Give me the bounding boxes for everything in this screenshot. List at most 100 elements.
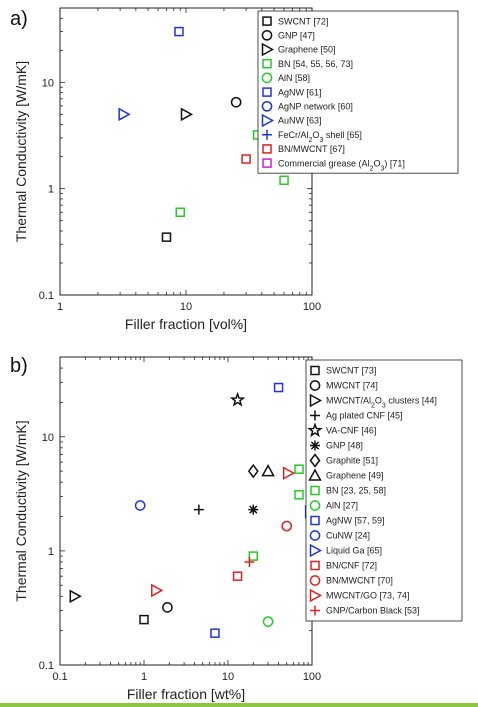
y-tick-label: 1 [48,546,54,558]
data-point-triangle-right [180,107,194,122]
legend-entry-label: AgNW [57, 59] [326,516,385,526]
legend-marker-square [310,515,320,526]
y-axis-label: Thermal Conductivity [W/mK] [13,420,29,601]
legend-entry-label: BN/MWCNT [70] [326,576,393,586]
legend-entry-label: BN [23, 25, 58] [326,486,386,496]
legend-marker-triangle-up [308,468,322,481]
data-point-triangle-right [151,583,164,598]
legend-marker-triangle-right [309,393,323,408]
data-point-triangle-right [69,589,82,604]
data-point-circle [134,500,146,511]
legend-entry-label: MWCNT/GO [73, 74] [326,591,410,601]
legend-entry-label: VA-CNF [46] [326,426,376,436]
x-axis-label: Filler fraction [vol%] [125,316,247,332]
data-point-circle [281,520,293,532]
legend-marker-circle [309,575,321,586]
legend-marker-square [310,365,320,376]
legend-entry-label: Ag plated CNF [45] [326,411,403,421]
legend-marker-triangle-right [261,42,275,57]
legend-entry-label: MWCNT/Al2O3 clusters [44] [326,396,437,410]
x-tick-label: 10 [222,671,234,683]
legend-marker-plus [310,410,320,421]
legend-marker-star [307,422,323,438]
data-point-square [279,175,289,185]
x-tick-label: 100 [303,301,321,313]
data-point-circle [262,616,274,627]
panel-label: b) [10,355,28,377]
data-point-triangle-right [118,107,131,122]
x-tick-label: 1 [57,301,63,313]
legend-marker-circle [309,530,321,541]
x-tick-label: 100 [303,671,321,683]
legend-entry-label: CuNW [24] [326,531,370,541]
legend-marker-circle [309,380,321,391]
legend-marker-square [262,58,272,69]
legend-entry-label: AgNW [61] [278,87,322,97]
y-tick-label: 10 [42,77,54,89]
legend-marker-square [262,87,272,97]
panel-label: a) [10,8,28,30]
legend-entry-label: SWCNT [72] [278,16,328,26]
legend-box [305,359,463,622]
legend-marker-square [262,16,272,26]
data-point-triangle-up [261,464,275,477]
data-point-square [241,154,251,164]
x-tick-label: 0.1 [52,671,67,683]
data-point-square [139,614,149,625]
legend-marker-circle [309,500,321,511]
legend-marker-square [310,485,320,496]
legend-entry-label: Liquid Ga [65] [326,546,382,556]
legend-marker-plus [262,129,272,140]
legend-marker-triangle-right [309,588,323,603]
data-point-square [294,490,304,500]
data-point-square [210,628,220,638]
data-point-square [273,382,284,393]
x-axis-label: Filler fraction [wt%] [127,686,245,702]
legend-marker-triangle-right [309,543,323,558]
y-tick-label: 10 [42,432,54,444]
data-point-asterisk [248,504,259,515]
legend-entry-label: GNP/Carbon Black [53] [326,606,420,616]
legend-marker-triangle-right [261,113,275,128]
legend-marker-square [262,144,272,154]
legend-entry-label: BN/MWCNT [67] [278,144,345,154]
y-tick-label: 1 [48,184,54,196]
legend-entry-label: Graphene [50] [278,45,336,55]
legend-marker-diamond [309,453,321,468]
data-point-square [161,232,172,242]
legend-entry-label: AlN [58] [278,73,310,83]
legend-marker-circle [261,29,273,41]
y-axis-label: Thermal Conductivity [W/mK] [13,61,29,242]
legend-marker-asterisk [310,440,320,451]
legend-entry-label: Graphite [51] [326,456,378,466]
data-point-circle [230,96,242,108]
legend-entry-label: GNP [47] [278,31,315,41]
legend-box [257,10,459,174]
legend-entry-label: GNP [48] [326,441,363,451]
y-tick-label: 0.1 [39,290,54,302]
legend-entry-label: SWCNT [73] [326,366,376,376]
legend-entry-label: BN [54, 55, 56, 73] [278,59,353,69]
data-point-square [294,464,304,474]
x-tick-label: 10 [180,301,192,313]
legend-entry-label: AgNP network [60] [278,102,353,112]
legend-entry-label: AuNW [63] [278,116,322,126]
y-tick-label: 0.1 [39,660,54,672]
legend-marker-square [310,560,320,571]
data-point-triangle-right [282,466,296,480]
data-point-plus [193,504,204,515]
legend-entry-label: MWCNT [74] [326,381,378,391]
data-point-circle [162,602,173,613]
plot-frame [59,356,313,666]
legend-entry-label: BN/CNF [72] [326,561,377,571]
data-point-star [229,391,246,407]
data-point-square [232,571,243,581]
legend-entry-label: AlN [27] [326,501,358,511]
data-point-plus [244,556,255,567]
legend-marker-circle [261,100,273,112]
legend-entry-label: FeCr/Al2O3 shell [65] [278,130,362,144]
legend-marker-circle [261,72,273,84]
legend-marker-square [262,158,272,168]
